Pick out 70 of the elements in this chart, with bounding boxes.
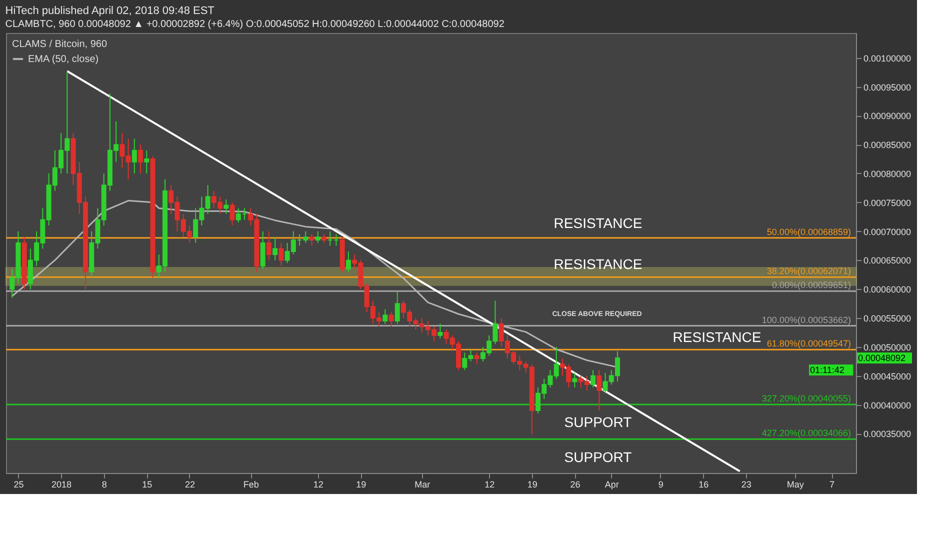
x-tick-label: 2018 xyxy=(52,480,72,490)
legend-label: EMA (50, close) xyxy=(28,54,99,65)
chart-subtitle: CLAMBTC, 960 0.00048092 ▲ +0.00002892 (+6.4%) O:0.00045052 H:0.00049260 L:0.00044002 C:0.00048092 xyxy=(5,19,505,30)
x-tick-label: 8 xyxy=(102,480,107,490)
y-tick-label: 0.00090000 xyxy=(864,111,912,122)
x-tick-label: 25 xyxy=(14,480,24,490)
ref-line-label: 0.00%(0.00059651) xyxy=(772,280,851,290)
x-tick-label: 19 xyxy=(527,480,538,490)
annotation: SUPPORT xyxy=(564,414,632,430)
candlestick xyxy=(144,150,150,174)
annotation: RESISTANCE xyxy=(554,215,642,231)
candlestick xyxy=(438,323,443,339)
candlestick xyxy=(388,312,394,328)
x-tick-label: 23 xyxy=(741,480,752,490)
annotation: RESISTANCE xyxy=(554,256,642,272)
ref-line-label: 50.00%(0.00068859) xyxy=(766,226,851,237)
candlestick xyxy=(394,292,400,324)
ref-line-label: 100.00%(0.00053662) xyxy=(762,314,851,325)
candlestick xyxy=(138,144,144,174)
y-tick-label: 0.00095000 xyxy=(864,82,912,92)
y-tick-label: 0.00045000 xyxy=(864,371,912,382)
y-tick-label: 0.00100000 xyxy=(864,53,912,64)
x-tick-label: Apr xyxy=(604,480,619,490)
annotation: 01:11:42 xyxy=(810,365,844,375)
y-tick-label: 0.00075000 xyxy=(864,198,912,208)
annotation: SUPPORT xyxy=(564,449,632,465)
ref-line-label: 61.80%(0.00049547) xyxy=(766,338,851,349)
candlestick xyxy=(224,199,229,214)
candlestick xyxy=(278,242,284,267)
y-tick-label: 0.00035000 xyxy=(864,429,912,440)
x-tick-label: 12 xyxy=(313,480,324,490)
x-tick-label: 12 xyxy=(484,480,495,490)
x-tick-label: May xyxy=(786,480,804,490)
candlestick xyxy=(474,352,480,365)
y-tick-label: 0.00060000 xyxy=(864,284,912,295)
ref-line-label: 427.20%(0.00034066) xyxy=(762,428,851,438)
x-tick-label: 15 xyxy=(142,480,152,490)
x-tick-label: 19 xyxy=(356,480,366,490)
x-tick-label: 9 xyxy=(658,480,664,490)
ref-line-label: 38.20%(0.00062071) xyxy=(766,266,851,276)
y-tick-label: 0.00050000 xyxy=(864,342,912,352)
candlestick xyxy=(260,230,266,270)
y-tick-label: 0.00080000 xyxy=(864,169,912,179)
candlestick xyxy=(572,372,578,388)
candlestick xyxy=(590,370,596,388)
candlestick xyxy=(230,202,235,226)
text: 0.00048092 xyxy=(858,353,906,363)
annotation: CLAMS / Bitcoin, 960 xyxy=(12,39,108,50)
x-tick-label: 26 xyxy=(570,480,580,490)
y-tick-label: 0.00040000 xyxy=(864,400,912,410)
candlestick xyxy=(315,230,320,244)
x-tick-label: 22 xyxy=(184,480,195,490)
x-tick-label: Mar xyxy=(414,480,430,490)
y-tick-label: 0.00055000 xyxy=(864,314,912,324)
x-tick-label: Feb xyxy=(243,480,259,490)
candlestick xyxy=(346,251,351,272)
y-tick-label: 0.00065000 xyxy=(864,256,912,266)
y-tick-label: 0.00070000 xyxy=(864,226,912,237)
annotation: RESISTANCE xyxy=(672,329,762,345)
candlestick xyxy=(266,230,272,261)
candlestick xyxy=(596,370,602,412)
x-tick-label: 7 xyxy=(830,480,835,490)
ref-line-label: 327.20%(0.00040055) xyxy=(762,393,851,404)
candlestick xyxy=(132,138,137,174)
y-tick-label: 0.00085000 xyxy=(864,140,912,150)
candlestick xyxy=(272,236,278,261)
candlestick xyxy=(382,308,388,324)
chart-title: HiTech published April 02, 2018 09:48 EST xyxy=(5,5,215,17)
candlestick xyxy=(309,234,314,246)
x-tick-label: 16 xyxy=(698,480,709,490)
